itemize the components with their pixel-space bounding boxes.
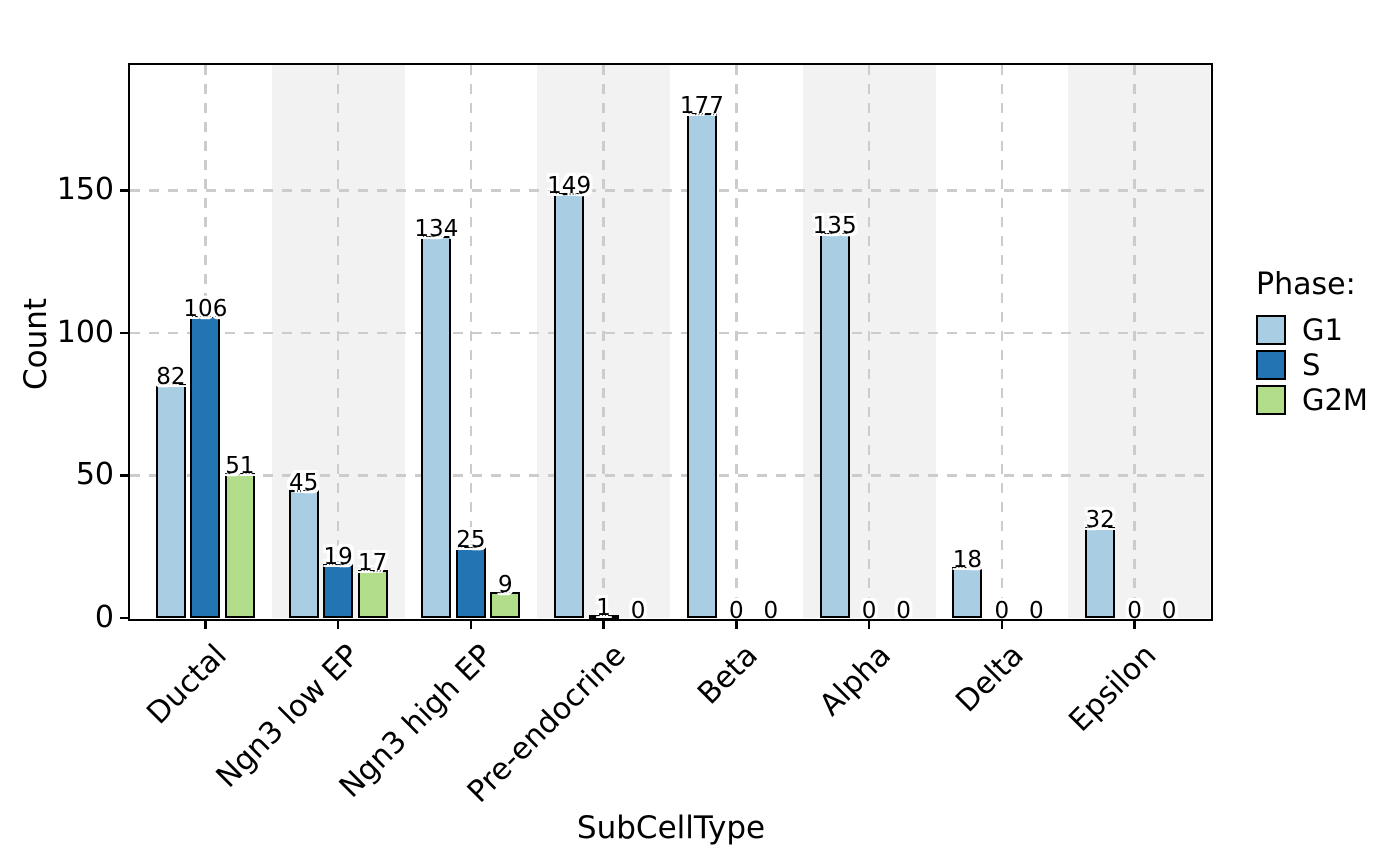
bar-value-Delta-G1: 18 [952,547,983,573]
y-tick-label-0: 0 [94,600,114,635]
bar-value-Pre-endocrine-S: 1 [596,595,611,621]
bar-Beta-G1 [686,113,717,618]
x-tickmark-Ngn3 high EP [469,620,473,629]
bar-Ngn3 high EP-G2M [490,592,521,618]
x-tickmark-Alpha [867,620,871,629]
y-tickmark-100 [119,331,128,335]
bar-value-Alpha-G1: 135 [812,213,857,239]
x-tickmark-Epsilon [1133,620,1136,629]
bar-value-Ngn3 high EP-S: 25 [456,527,486,553]
vgridline-Ngn3 low EP [336,65,340,618]
bar-Pre-endocrine-G1 [554,193,585,618]
bar-Ngn3 high EP-G1 [421,236,452,618]
legend-label-G2M: G2M [1302,382,1368,417]
x-tickmark-Pre-endocrine [602,620,605,629]
bar-Ductal-S [190,316,221,618]
legend-swatch-G2M [1256,384,1286,415]
bar-value-Alpha-G2M: 0 [896,598,911,624]
vgridline-Epsilon [1133,65,1136,618]
legend-label-G1: G1 [1302,312,1343,347]
vgridline-Beta [735,65,738,618]
bar-Delta-G1 [952,567,983,618]
bar-value-Beta-S: 0 [729,598,744,624]
bar-value-Ductal-S: 106 [183,296,228,322]
bar-value-Delta-G2M: 0 [1029,598,1044,624]
x-tick-label-text: Ductal [140,637,235,732]
bar-value-Delta-S: 0 [994,598,1010,624]
x-tick-label-text: Delta [949,637,1031,720]
legend-item-S: S [1256,347,1368,382]
bar-value-Epsilon-G1: 32 [1085,507,1115,533]
legend-swatch-S [1256,349,1286,380]
vgridline-Delta [1000,65,1004,618]
legend-item-G1: G1 [1256,312,1368,347]
bar-Ductal-G1 [155,384,186,618]
y-tickmark-50 [119,474,128,477]
bar-Ngn3 low EP-G2M [357,570,388,618]
bar-value-Beta-G1: 177 [679,93,724,119]
bar-value-Ductal-G1: 82 [156,364,186,390]
bar-Alpha-G1 [819,233,850,618]
legend-title: Phase: [1256,267,1356,302]
x-tickmark-Ductal [204,620,207,629]
x-tickmark-Delta [1000,620,1004,629]
x-tick-label-text: Beta [691,637,766,712]
vgridline-Pre-endocrine [602,65,605,618]
x-tickmark-Beta [735,620,738,629]
bar-value-Ngn3 high EP-G2M: 9 [498,572,513,598]
legend-item-G2M: G2M [1256,382,1368,417]
y-tickmark-0 [119,616,128,620]
bar-value-Ductal-G2M: 51 [225,453,255,479]
y-tick-label-50: 50 [75,457,114,493]
bar-Ductal-G2M [224,473,255,618]
vgridline-Alpha [867,65,871,618]
x-tick-label-text: Alpha [812,637,898,723]
bar-value-Pre-endocrine-G1: 149 [547,173,592,199]
y-axis-title: Count [18,297,54,391]
x-tickmark-Ngn3 low EP [336,620,340,629]
bar-value-Epsilon-S: 0 [1127,598,1142,624]
vgridline-Ngn3 high EP [469,65,473,618]
bar-value-Epsilon-G2M: 0 [1161,598,1177,624]
y-tick-label-150: 150 [56,172,114,208]
bar-Ngn3 low EP-G1 [288,490,319,618]
legend-label-S: S [1302,347,1321,382]
bar-value-Alpha-S: 0 [861,598,877,624]
bar-value-Ngn3 low EP-S: 19 [323,544,353,570]
hgridline-150 [130,189,1210,192]
bar-value-Beta-G2M: 0 [763,598,779,624]
legend-swatch-G1 [1256,314,1286,345]
y-tick-label-100: 100 [56,314,114,350]
y-tickmark-150 [119,189,128,192]
hgridline-50 [130,474,1210,477]
bar-Pre-endocrine-S [588,615,619,619]
bar-value-Ngn3 low EP-G1: 45 [288,470,319,496]
legend: Phase: G1 S G2M [1256,266,1368,417]
bar-Epsilon-G1 [1085,527,1116,618]
hgridline-100 [130,331,1210,335]
legend-items: G1 S G2M [1256,312,1368,417]
shading-band-Epsilon [1068,65,1210,618]
bar-Ngn3 high EP-S [455,547,486,618]
x-tick-label-text: Epsilon [1062,637,1164,739]
bar-value-Ngn3 high EP-G1: 134 [414,216,459,242]
bar-value-Pre-endocrine-G2M: 0 [630,598,646,624]
bar-Ngn3 low EP-S [323,564,354,618]
x-axis-title: SubCellType [576,810,766,846]
bar-value-Ngn3 low EP-G2M: 17 [357,550,388,576]
